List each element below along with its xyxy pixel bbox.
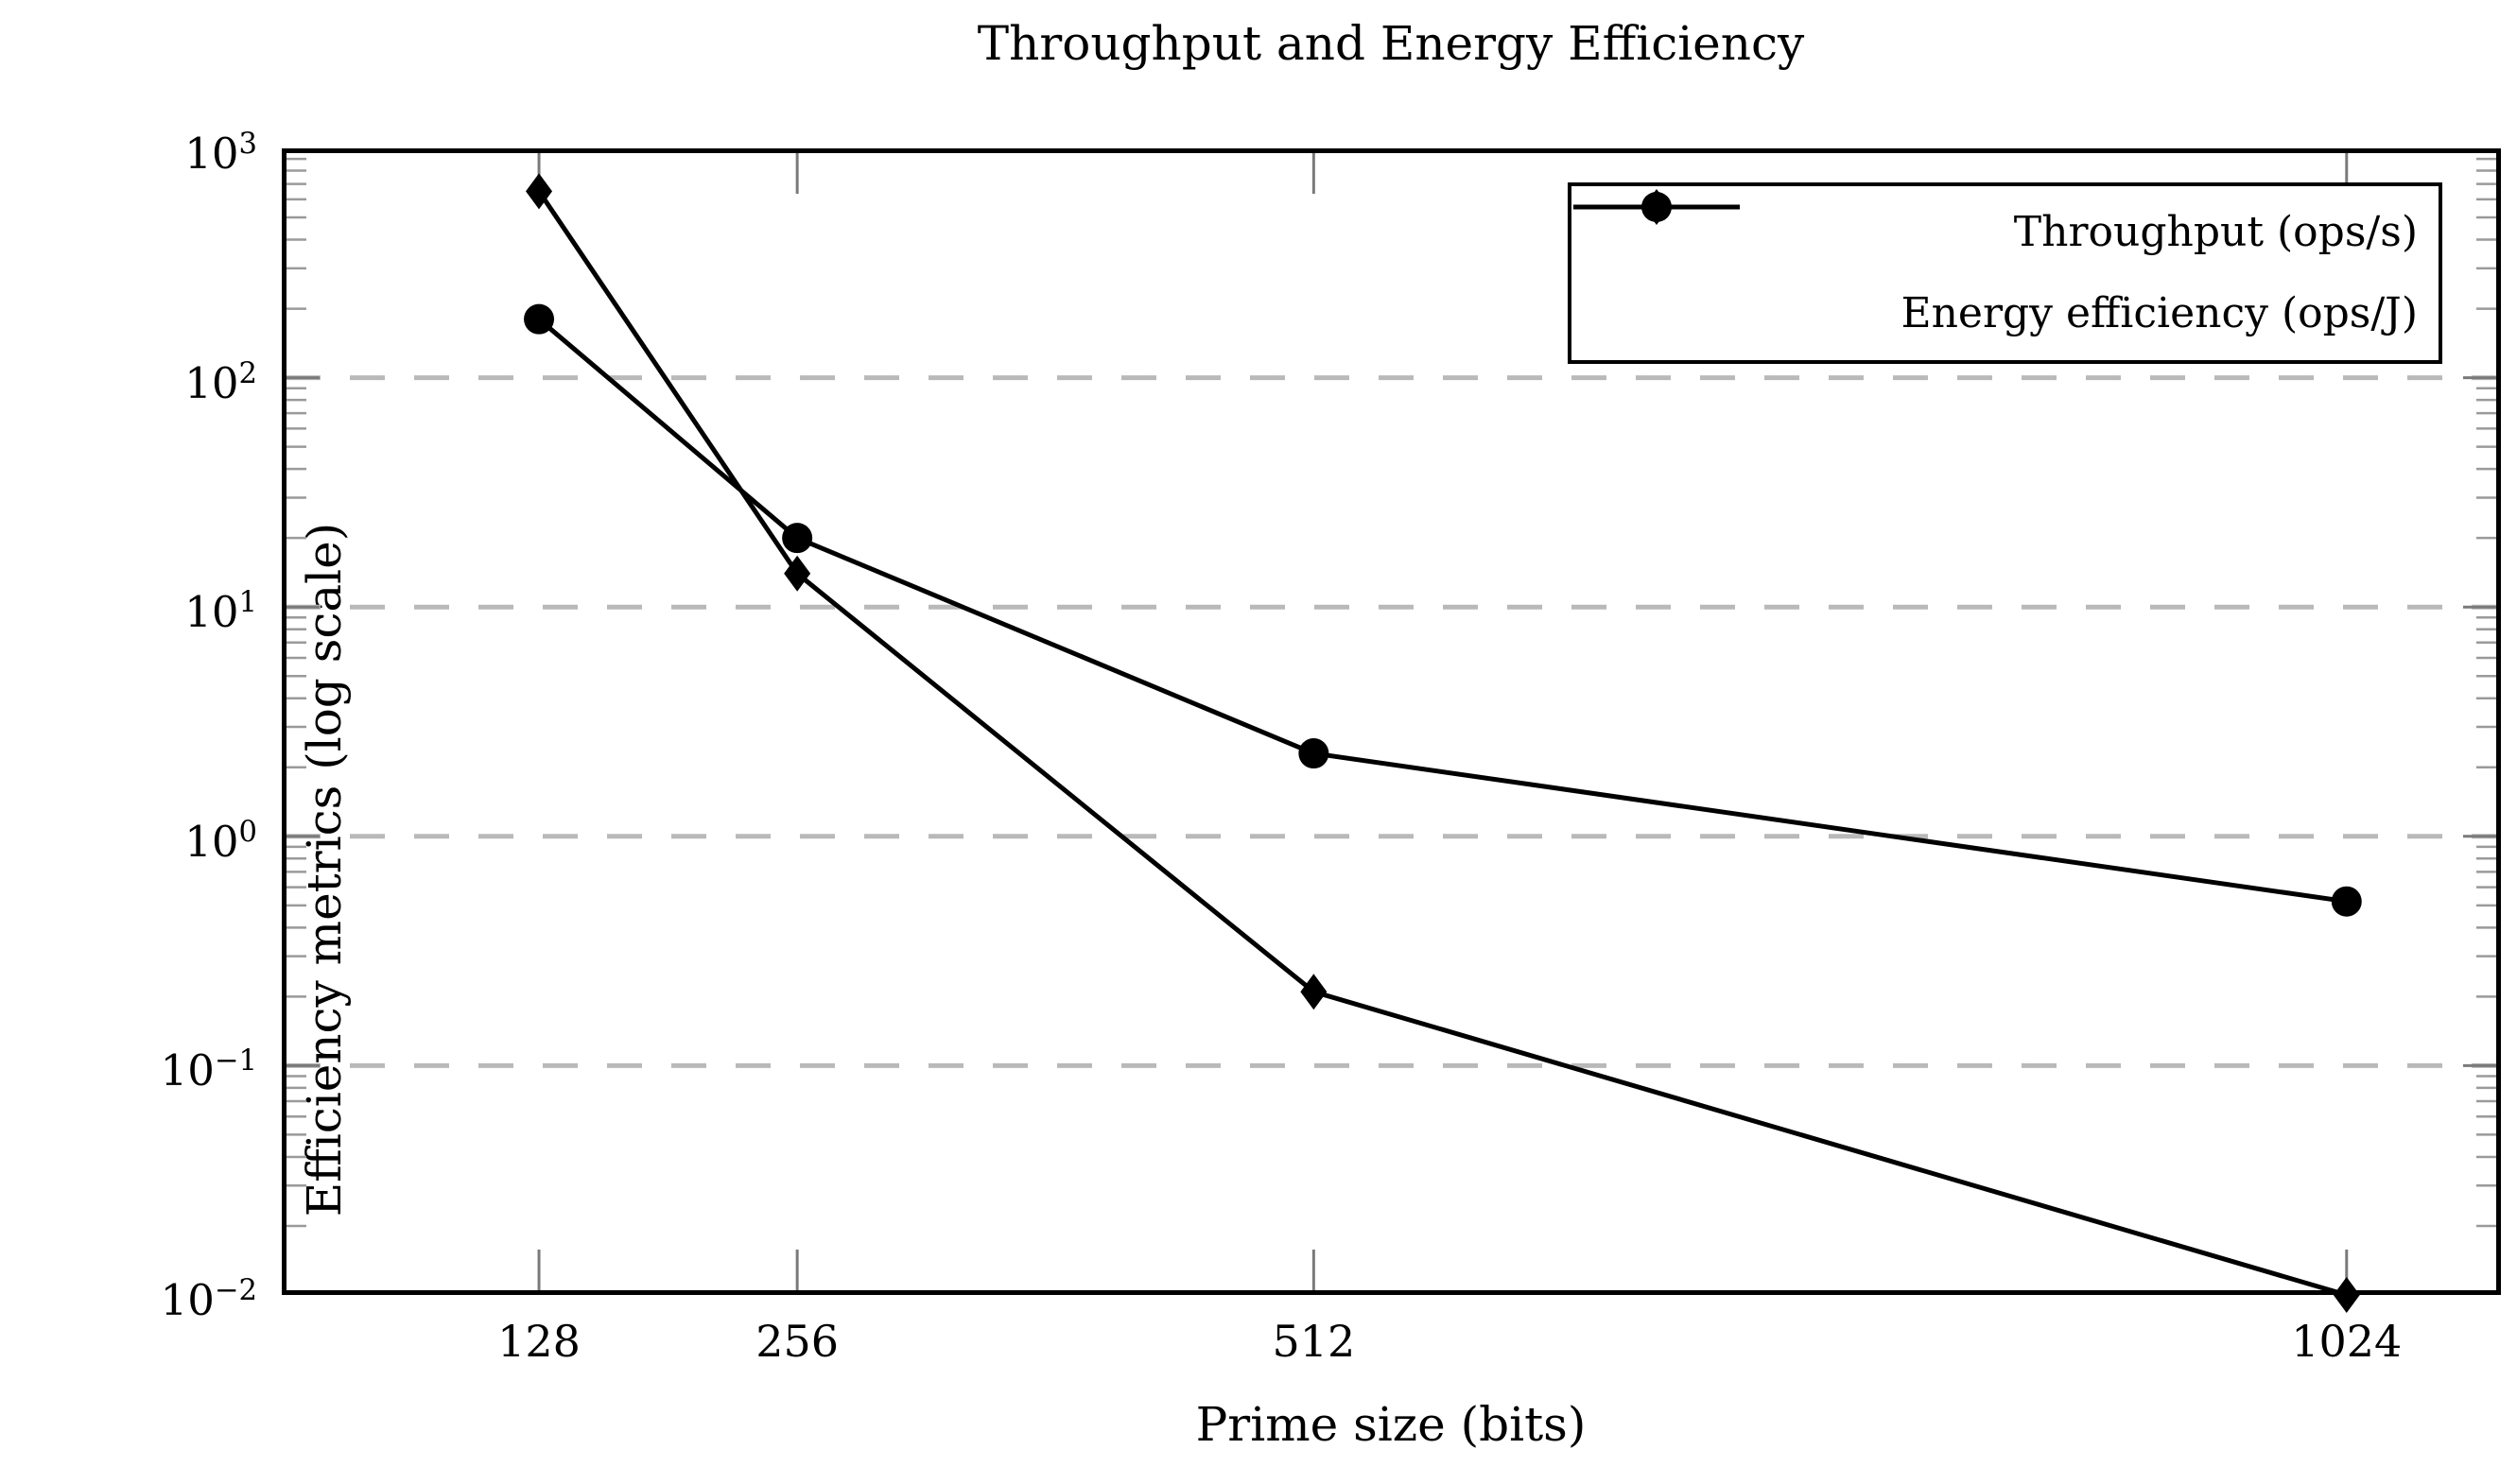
y-tick-label: 10−1	[160, 1044, 257, 1096]
series-line-circle	[537, 317, 2348, 905]
x-tick-label: 512	[1272, 1316, 1356, 1367]
y-tick-label: 10−2	[160, 1274, 257, 1325]
data-point-circle	[2331, 886, 2362, 917]
x-axis-label: Prime size (bits)	[1195, 1397, 1587, 1452]
x-tick-label: 256	[755, 1316, 840, 1367]
y-tick-label: 101	[184, 586, 257, 638]
y-tick-label: 102	[184, 356, 257, 408]
data-point-circle	[524, 303, 555, 335]
data-point-circle	[782, 523, 813, 554]
legend-entry-throughput: Throughput (ops/s)	[1573, 192, 2425, 273]
y-tick-label: 100	[184, 815, 257, 867]
data-point-diamond	[526, 173, 553, 210]
legend: Throughput (ops/s) Energy efficiency (op…	[1568, 182, 2442, 364]
plot-canvas	[282, 148, 2501, 1313]
x-tick-label: 128	[497, 1316, 581, 1367]
legend-label-throughput: Throughput (ops/s)	[2013, 207, 2418, 256]
y-tick-label: 103	[184, 128, 257, 179]
x-tick-label: 1024	[2291, 1316, 2403, 1367]
plot-frame	[282, 148, 2501, 1295]
data-point-circle	[1298, 738, 1329, 769]
chart-title: Throughput and Energy Efficiency	[977, 16, 1805, 71]
data-point-diamond	[784, 555, 811, 592]
legend-entry-energy: Energy efficiency (ops/J)	[1573, 189, 2425, 354]
diamond-marker-icon	[1573, 189, 1740, 225]
plot-area: Efficiency metrics (log scale) Throughpu…	[282, 148, 2501, 1313]
series-line-diamond	[536, 189, 2348, 1298]
legend-label-energy: Energy efficiency (ops/J)	[1901, 288, 2418, 337]
data-point-diamond	[1300, 974, 1328, 1010]
